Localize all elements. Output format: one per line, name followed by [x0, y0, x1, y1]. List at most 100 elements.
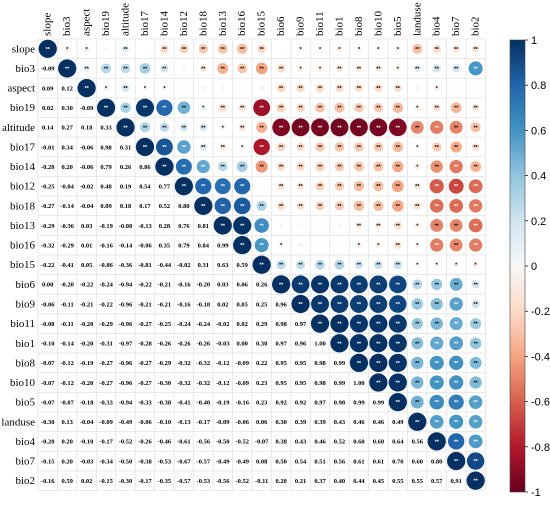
- correlation-circle: [311, 118, 329, 137]
- colorbar-gradient: [509, 39, 526, 493]
- correlation-value: 0.96: [295, 341, 307, 348]
- correlation-value: 0.56: [334, 458, 346, 465]
- correlation-circle: [388, 314, 407, 333]
- significance-mark: **: [454, 165, 459, 171]
- correlation-value: -0.94: [119, 282, 133, 289]
- correlation-circle: [448, 178, 464, 194]
- significance-mark: **: [357, 204, 362, 210]
- correlation-value: 0.30: [275, 419, 286, 426]
- significance-mark: **: [337, 282, 342, 288]
- correlation-value: 0.60: [353, 439, 364, 446]
- correlation-value: 0.40: [334, 478, 345, 485]
- significance-mark: **: [260, 66, 265, 72]
- correlation-circle: [349, 334, 369, 353]
- correlation-circle: [350, 295, 368, 313]
- correlation-value: 0.46: [373, 419, 385, 426]
- correlation-circle: [135, 137, 155, 157]
- colorbar-tick-label: -0.8: [531, 442, 550, 454]
- correlation-circle: [253, 99, 271, 117]
- significance-mark: *: [455, 263, 458, 269]
- correlation-circle: [143, 47, 147, 51]
- correlation-circle: [237, 63, 248, 74]
- correlation-value: -0.12: [216, 380, 230, 387]
- correlation-value: 0.98: [100, 144, 112, 151]
- correlation-value: 0.06: [237, 282, 249, 289]
- significance-mark: **: [435, 145, 440, 151]
- correlation-circle: [389, 275, 407, 294]
- significance-mark: **: [435, 341, 440, 347]
- significance-mark: **: [298, 302, 303, 308]
- correlation-circle: [450, 102, 462, 114]
- significance-mark: **: [454, 459, 459, 465]
- significance-mark: **: [104, 66, 109, 72]
- row-label: bio17: [10, 141, 36, 153]
- significance-mark: **: [435, 439, 440, 445]
- correlation-value: 0.81: [198, 223, 209, 230]
- significance-mark: **: [65, 66, 70, 72]
- correlation-circle: [472, 104, 480, 112]
- significance-mark: **: [201, 165, 206, 171]
- correlation-circle: [182, 86, 186, 90]
- correlation-value: -0.22: [41, 262, 55, 269]
- correlation-circle: [159, 122, 170, 132]
- significance-mark: **: [260, 125, 265, 131]
- significance-mark: *: [144, 86, 147, 92]
- correlation-circle: [369, 334, 388, 353]
- correlation-value: 0.79: [178, 242, 190, 249]
- correlation-circle: [430, 238, 444, 252]
- significance-mark: **: [143, 145, 148, 151]
- significance-mark: **: [337, 263, 342, 269]
- correlation-value: -0.07: [41, 360, 55, 367]
- significance-mark: **: [279, 184, 284, 190]
- correlation-circle: [430, 298, 443, 310]
- correlation-circle: [218, 103, 227, 112]
- correlation-value: -0.20: [41, 164, 55, 171]
- correlation-value: 0.31: [120, 144, 131, 151]
- correlation-value: 0.22: [256, 360, 267, 367]
- correlation-value: 0.92: [295, 399, 306, 406]
- significance-mark: **: [473, 302, 478, 308]
- correlation-value: 0.06: [256, 419, 268, 426]
- significance-mark: **: [240, 223, 245, 229]
- correlation-circle: [330, 275, 349, 294]
- correlation-circle: [468, 218, 483, 233]
- correlation-circle: [468, 199, 483, 213]
- significance-mark: **: [415, 66, 420, 72]
- significance-mark: **: [298, 145, 303, 151]
- significance-mark: **: [357, 125, 362, 131]
- significance-mark: **: [279, 165, 284, 171]
- significance-mark: **: [396, 165, 401, 171]
- significance-mark: **: [182, 47, 187, 53]
- correlation-circle: [156, 99, 173, 116]
- significance-mark: **: [473, 322, 478, 328]
- significance-mark: **: [435, 184, 440, 190]
- correlation-value: -0.27: [138, 380, 152, 387]
- correlation-value: 0.86: [139, 164, 151, 171]
- significance-mark: **: [279, 282, 284, 288]
- significance-mark: **: [473, 145, 478, 151]
- correlation-value: 0.99: [373, 399, 385, 406]
- significance-mark: **: [337, 184, 342, 190]
- correlation-value: -0.32: [177, 380, 191, 387]
- correlation-circle: [388, 393, 407, 412]
- significance-mark: **: [415, 302, 420, 308]
- significance-mark: **: [376, 125, 381, 131]
- correlation-circle: [311, 295, 330, 313]
- significance-mark: **: [454, 302, 459, 308]
- significance-mark: **: [396, 400, 401, 406]
- correlation-circle: [449, 198, 464, 213]
- correlation-circle: [468, 179, 483, 194]
- correlation-value: 0.63: [217, 262, 229, 269]
- correlation-value: -0.32: [177, 360, 191, 367]
- correlation-circle: [260, 184, 263, 188]
- row-label: bio10: [10, 377, 36, 389]
- correlation-circle: [355, 222, 363, 229]
- correlation-circle: [195, 178, 212, 195]
- correlation-circle: [297, 65, 304, 72]
- correlation-value: -0.27: [99, 360, 113, 367]
- correlation-value: -0.20: [60, 282, 74, 289]
- correlation-circle: [318, 243, 322, 247]
- correlation-circle: [338, 243, 341, 247]
- correlation-circle: [429, 179, 444, 194]
- correlation-value: -0.06: [41, 301, 55, 308]
